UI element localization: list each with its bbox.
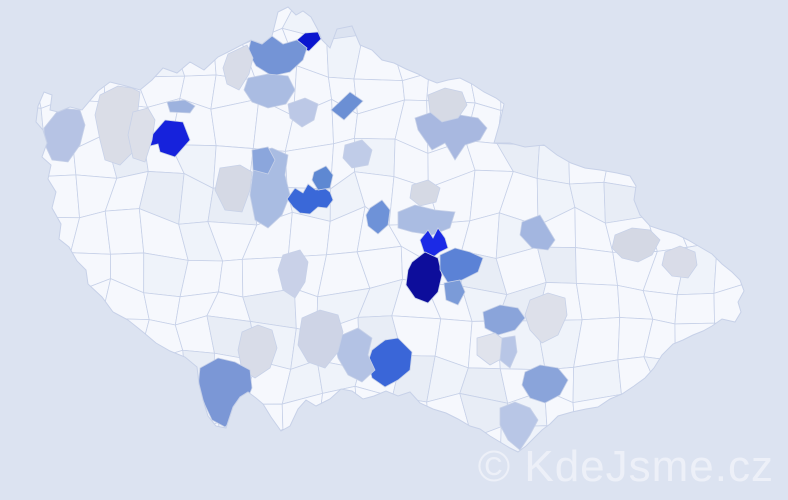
- district-cell: [218, 258, 244, 298]
- region-north-cornflower-tilted[interactable]: [330, 91, 364, 121]
- region-east-cornflower-light[interactable]: [443, 279, 466, 306]
- district-cell: [104, 208, 145, 255]
- region-prague-ne-cornflower[interactable]: [311, 165, 334, 191]
- region-southeast-periwinkle[interactable]: [482, 304, 526, 336]
- region-center-gray[interactable]: [214, 164, 253, 213]
- region-east-navy-large[interactable]: [405, 251, 443, 304]
- district-cell: [575, 247, 618, 286]
- region-north-light-strip[interactable]: [287, 97, 319, 128]
- region-far-east-gray-2[interactable]: [661, 245, 698, 279]
- region-west-periwinkle-small[interactable]: [166, 99, 196, 114]
- region-north-periwinkle[interactable]: [243, 73, 296, 109]
- region-west-bright-blue-spot[interactable]: [149, 119, 191, 158]
- region-northeast-gray[interactable]: [427, 87, 468, 123]
- region-west-gray-small[interactable]: [127, 107, 156, 163]
- shaded-regions-layer: [43, 31, 698, 451]
- region-south-periwinkle-tip[interactable]: [499, 401, 539, 451]
- district-cell: [674, 292, 715, 325]
- region-east-periwinkle-mid[interactable]: [397, 204, 456, 236]
- region-southeast-gray-large[interactable]: [524, 292, 568, 344]
- region-far-east-gray-1[interactable]: [611, 227, 661, 263]
- district-cell: [575, 282, 621, 321]
- region-south-gray-pale[interactable]: [297, 309, 344, 369]
- region-center-light-periwinkle[interactable]: [342, 139, 373, 169]
- region-center-gray-small[interactable]: [409, 179, 441, 207]
- country-border: [35, 6, 745, 453]
- region-south-periwinkle-east[interactable]: [521, 364, 569, 404]
- region-north-gray[interactable]: [222, 44, 254, 91]
- region-east-periwinkle-wedge[interactable]: [519, 214, 556, 251]
- region-prague-royal-blue[interactable]: [286, 183, 334, 215]
- region-southeast-periwinkle-small[interactable]: [499, 335, 518, 369]
- region-prague-nw-medium[interactable]: [251, 146, 276, 175]
- region-east-cornflower[interactable]: [439, 247, 484, 284]
- region-north-cornflower-large[interactable]: [247, 35, 308, 77]
- region-center-cornflower[interactable]: [365, 199, 391, 235]
- region-below-prague-gray[interactable]: [277, 249, 309, 299]
- region-south-gray[interactable]: [237, 324, 278, 379]
